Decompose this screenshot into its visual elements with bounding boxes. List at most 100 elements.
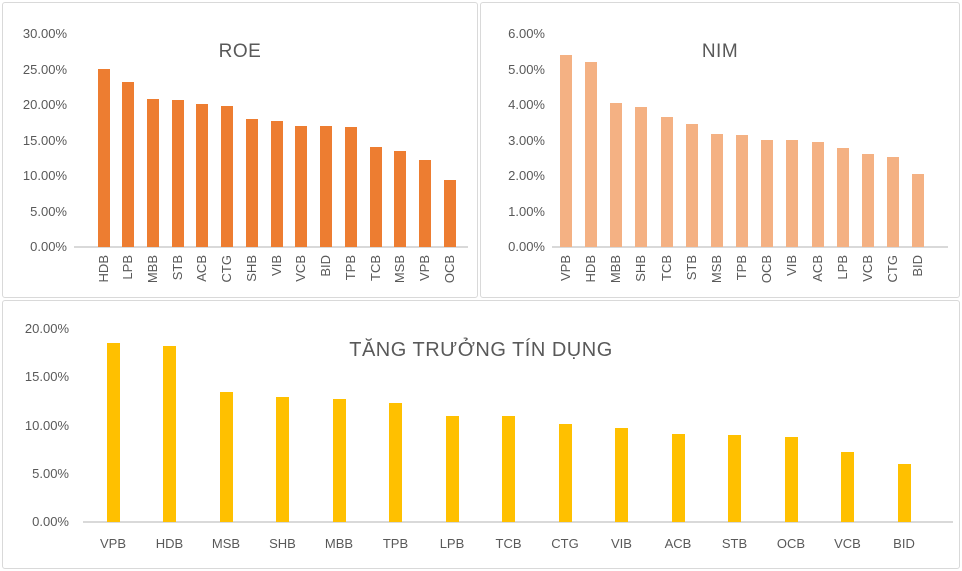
- bar-vpb: [107, 343, 120, 522]
- bar-hdb: [585, 62, 597, 247]
- y-axis-tick-label: 15.00%: [22, 132, 67, 148]
- bar-lpb: [446, 416, 459, 522]
- bar-vib: [786, 140, 798, 247]
- x-axis-label: VIB: [268, 255, 284, 276]
- y-axis-tick-label: 10.00%: [22, 168, 67, 183]
- x-axis-line: [74, 246, 468, 248]
- bar-hdb: [98, 69, 110, 247]
- credit-growth-chart-panel: TĂNG TRƯỞNG TÍN DỤNG 0.00% 5.00% 10.00% 15.0…: [2, 300, 960, 569]
- x-axis-label: STB: [169, 255, 185, 281]
- x-axis-label: LPB: [120, 255, 136, 280]
- x-axis-label: CTG: [551, 536, 579, 551]
- bar-lpb: [122, 82, 134, 247]
- x-axis-label: SHB: [633, 255, 649, 282]
- x-axis-label: TCB: [658, 255, 674, 281]
- x-axis-label: MBB: [608, 255, 624, 284]
- y-axis-tick-label: 30.00%: [22, 26, 67, 41]
- y-axis-tick-label: 6.00%: [508, 26, 545, 41]
- bar-bid: [912, 174, 924, 247]
- bar-acb: [196, 104, 208, 247]
- y-axis-tick-label: 15.00%: [24, 369, 69, 385]
- bar-shb: [276, 397, 289, 522]
- bar-bid: [898, 464, 911, 522]
- x-axis-label: STB: [683, 255, 699, 281]
- roe-chart-panel: ROE 0.00% 5.00% 10.00% 15.00% 20.00% 25.00% 30.…: [2, 2, 478, 298]
- x-axis-label: ACB: [194, 255, 210, 282]
- bar-tpb: [345, 127, 357, 247]
- bar-mbb: [610, 103, 622, 247]
- x-axis-label: VIB: [784, 255, 800, 276]
- x-axis-label: CTG: [219, 255, 235, 283]
- y-axis-tick-label: 25.00%: [22, 61, 67, 77]
- x-axis-label: MSB: [392, 255, 408, 284]
- bar-vib: [271, 121, 283, 247]
- x-axis-label: MSB: [211, 536, 241, 551]
- x-axis-label: MBB: [144, 255, 160, 284]
- bar-ctg: [887, 157, 899, 247]
- x-axis-label: VIB: [611, 536, 632, 551]
- bar-bid: [320, 126, 332, 247]
- y-axis-tick-label: 0.00%: [32, 514, 69, 529]
- bar-shb: [246, 119, 258, 247]
- bar-shb: [635, 107, 647, 247]
- bar-tcb: [502, 416, 515, 522]
- x-axis-label: ACB: [664, 536, 692, 551]
- y-axis-tick-label: 5.00%: [32, 465, 69, 481]
- bar-hdb: [163, 346, 176, 522]
- bar-acb: [812, 142, 824, 247]
- y-axis-tick-label: 0.00%: [508, 239, 545, 254]
- bar-ctg: [559, 424, 572, 522]
- y-axis-tick-label: 5.00%: [508, 61, 545, 77]
- bar-tcb: [661, 117, 673, 247]
- y-axis-tick-label: 3.00%: [508, 132, 545, 148]
- x-axis-label: VCB: [834, 536, 861, 551]
- bar-lpb: [837, 148, 849, 247]
- x-axis-label: VCB: [859, 255, 875, 282]
- x-axis-label: STB: [721, 536, 748, 551]
- bar-stb: [172, 100, 184, 247]
- bar-ocb: [785, 437, 798, 522]
- x-axis-label: HDB: [95, 255, 111, 283]
- bar-stb: [728, 435, 741, 522]
- x-axis-label: HDB: [155, 536, 184, 551]
- x-axis-label: VPB: [416, 255, 432, 282]
- x-axis-label: HDB: [583, 255, 599, 283]
- chart-title: ROE: [218, 41, 262, 62]
- y-axis-tick-label: 0.00%: [30, 239, 67, 254]
- chart-title: TĂNG TRƯỞNG TÍN DỤNG: [349, 339, 613, 361]
- chart-title: NIM: [701, 41, 739, 62]
- bar-msb: [711, 134, 723, 247]
- bar-vcb: [862, 154, 874, 247]
- x-axis-label: TCB: [495, 536, 522, 551]
- bar-stb: [686, 124, 698, 247]
- x-axis-label: OCB: [441, 255, 457, 284]
- x-axis-label: LPB: [834, 255, 850, 280]
- x-axis-label: TPB: [734, 255, 750, 281]
- y-axis-tick-label: 5.00%: [30, 203, 67, 219]
- y-axis-tick-label: 20.00%: [24, 321, 69, 336]
- x-axis-label: SHB: [243, 255, 259, 282]
- bar-tpb: [389, 403, 402, 522]
- x-axis-label: ACB: [809, 255, 825, 282]
- x-axis-line: [83, 521, 953, 523]
- x-axis-label: BID: [318, 255, 334, 277]
- y-axis-tick-label: 1.00%: [508, 203, 545, 219]
- bar-tcb: [370, 147, 382, 247]
- bar-vcb: [295, 126, 307, 247]
- x-axis-label: BID: [910, 255, 926, 277]
- x-axis-label: VCB: [293, 255, 309, 282]
- bar-msb: [394, 151, 406, 247]
- x-axis-label: SHB: [269, 536, 296, 551]
- bar-ocb: [761, 140, 773, 247]
- bar-vib: [615, 428, 628, 522]
- x-axis-label: LPB: [439, 536, 465, 551]
- nim-chart-panel: NIM 0.00% 1.00% 2.00% 3.00% 4.00% 5.00% 6.00% VP…: [480, 2, 960, 298]
- x-axis-label: TPB: [342, 255, 358, 281]
- bar-tpb: [736, 135, 748, 247]
- y-axis-tick-label: 4.00%: [508, 97, 545, 112]
- x-axis-label: VPB: [558, 255, 573, 282]
- bar-acb: [672, 434, 685, 522]
- bar-mbb: [333, 399, 346, 522]
- x-axis-label: VPB: [99, 536, 126, 551]
